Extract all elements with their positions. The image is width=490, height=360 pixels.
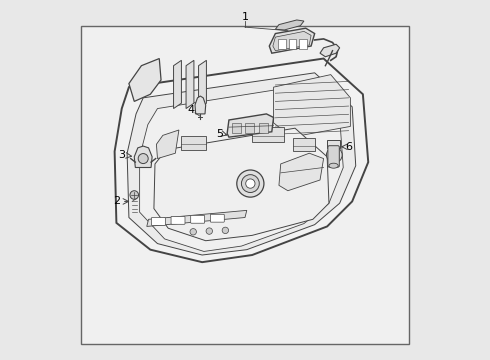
Circle shape xyxy=(242,175,259,193)
Polygon shape xyxy=(227,114,273,137)
FancyBboxPatch shape xyxy=(232,123,241,133)
FancyBboxPatch shape xyxy=(151,217,165,225)
FancyBboxPatch shape xyxy=(210,214,224,222)
Text: 1: 1 xyxy=(242,13,248,22)
Polygon shape xyxy=(129,59,161,102)
Polygon shape xyxy=(115,59,368,262)
Circle shape xyxy=(138,154,148,163)
FancyBboxPatch shape xyxy=(328,146,339,167)
Polygon shape xyxy=(173,60,181,109)
Circle shape xyxy=(245,179,255,188)
Polygon shape xyxy=(156,130,179,158)
Polygon shape xyxy=(186,60,194,109)
FancyBboxPatch shape xyxy=(299,39,307,49)
FancyBboxPatch shape xyxy=(289,39,296,49)
FancyBboxPatch shape xyxy=(181,136,206,150)
Text: 3: 3 xyxy=(118,150,125,160)
Polygon shape xyxy=(198,60,206,109)
Polygon shape xyxy=(279,153,323,191)
Polygon shape xyxy=(154,128,329,241)
Polygon shape xyxy=(127,73,356,255)
Circle shape xyxy=(190,229,196,235)
Text: 2: 2 xyxy=(113,197,120,206)
Polygon shape xyxy=(273,31,311,51)
Polygon shape xyxy=(147,210,247,226)
Text: 6: 6 xyxy=(345,142,352,152)
FancyBboxPatch shape xyxy=(293,138,315,152)
FancyBboxPatch shape xyxy=(81,26,409,344)
FancyBboxPatch shape xyxy=(245,123,254,133)
Circle shape xyxy=(222,227,228,234)
Polygon shape xyxy=(140,85,343,251)
FancyBboxPatch shape xyxy=(252,127,284,143)
FancyBboxPatch shape xyxy=(171,216,185,224)
Polygon shape xyxy=(275,20,304,30)
Circle shape xyxy=(206,228,213,234)
Polygon shape xyxy=(320,44,340,57)
Ellipse shape xyxy=(329,163,338,168)
Text: 5: 5 xyxy=(217,129,223,139)
Text: 4: 4 xyxy=(188,105,195,115)
Polygon shape xyxy=(195,96,206,114)
Circle shape xyxy=(326,147,342,163)
Polygon shape xyxy=(273,75,350,137)
FancyBboxPatch shape xyxy=(278,39,286,49)
Polygon shape xyxy=(134,146,152,167)
Polygon shape xyxy=(270,28,315,53)
FancyBboxPatch shape xyxy=(327,140,340,148)
Circle shape xyxy=(237,170,264,197)
Circle shape xyxy=(130,191,139,199)
FancyBboxPatch shape xyxy=(259,123,268,133)
FancyBboxPatch shape xyxy=(191,215,205,223)
